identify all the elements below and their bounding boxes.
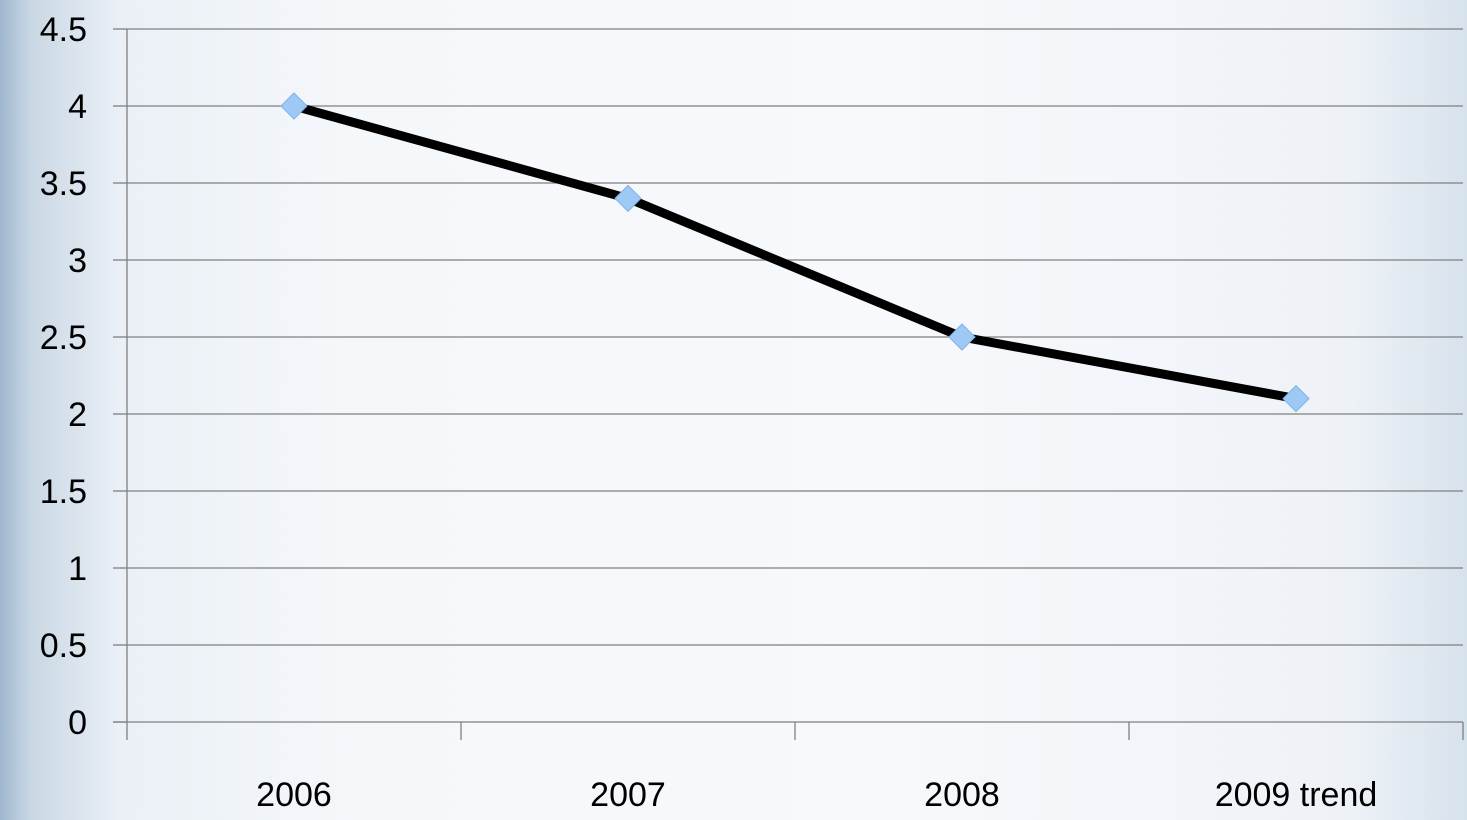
x-tick-label: 2007 [590,776,666,814]
series-line [289,101,1301,404]
x-tick-label: 2009 trend [1215,776,1378,814]
y-tick-label: 0 [68,704,87,742]
y-tick-label: 3 [68,242,87,280]
data-point-marker [948,323,976,351]
y-tick-label: 3.5 [40,165,87,203]
y-tick-label: 0.5 [40,627,87,665]
x-axis-tick-labels: 2006 2007 2008 2009 trend [256,776,1377,814]
axes [113,28,1464,740]
data-point-marker [1282,384,1310,413]
y-tick-label: 4 [68,88,87,126]
y-tick-label: 2.5 [40,319,87,357]
y-axis-tick-labels: 0 0.5 1 1.5 2 2.5 3 3.5 4 4.5 [40,11,87,742]
series-layer [280,92,1310,413]
gridlines [127,28,1463,646]
data-point-marker [280,92,308,120]
y-tick-label: 2 [68,396,87,434]
y-tick-label: 1.5 [40,473,87,511]
data-point-marker [614,184,642,213]
y-tick-label: 4.5 [40,11,87,49]
x-tick-label: 2008 [924,776,1000,814]
y-tick-label: 1 [68,550,87,588]
x-tick-label: 2006 [256,776,332,814]
